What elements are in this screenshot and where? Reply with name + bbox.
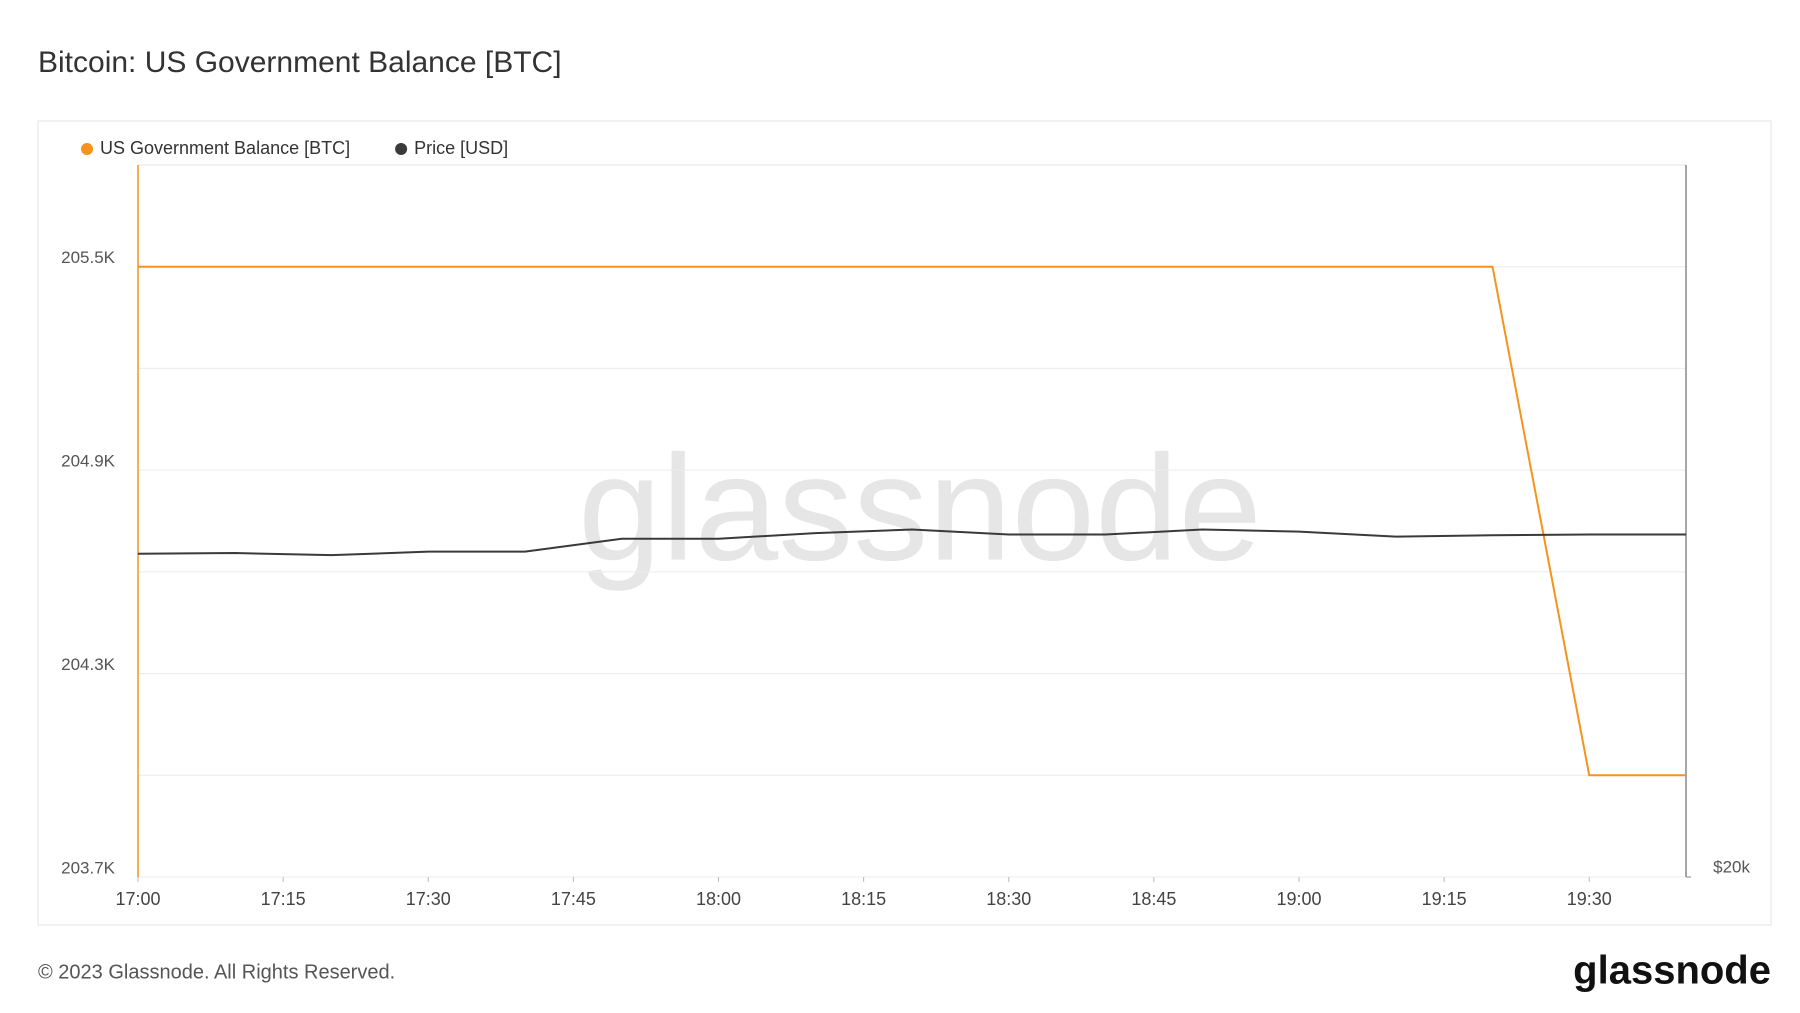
x-tick-label: 17:00 xyxy=(115,889,160,909)
chart-frame xyxy=(37,120,1772,926)
footer: © 2023 Glassnode. All Rights Reserved. xyxy=(38,961,395,983)
y-tick-label: 204.9K xyxy=(61,452,116,471)
series-line xyxy=(137,528,1686,557)
logo: glassnode xyxy=(1573,949,1771,993)
watermark: glassnode xyxy=(578,424,1262,592)
y-tick-label: 203.7K xyxy=(61,858,116,877)
x-tick-label: 19:15 xyxy=(1422,889,1467,909)
y-tick-label: 205.5K xyxy=(61,248,116,267)
legend-label[interactable]: Price [USD] xyxy=(414,138,508,158)
legend-label[interactable]: US Government Balance [BTC] xyxy=(100,138,350,158)
x-tick-label: 18:00 xyxy=(696,889,741,909)
x-tick-label: 18:15 xyxy=(841,889,886,909)
legend-marker xyxy=(81,143,93,155)
x-tick-label: 17:45 xyxy=(551,889,596,909)
y-tick-label: 204.3K xyxy=(61,655,116,674)
x-tick-label: 17:30 xyxy=(406,889,451,909)
x-tick-label: 19:30 xyxy=(1567,889,1612,909)
series-line xyxy=(138,265,1686,777)
y2-tick-label: $20k xyxy=(1713,857,1750,876)
x-tick-label: 19:00 xyxy=(1276,889,1321,909)
x-tick-label: 18:30 xyxy=(986,889,1031,909)
x-tick-label: 17:15 xyxy=(261,889,306,909)
legend-marker xyxy=(395,143,408,155)
x-tick-label: 18:45 xyxy=(1131,889,1176,909)
chart-title: Bitcoin: US Government Balance [BTC] xyxy=(38,46,562,79)
